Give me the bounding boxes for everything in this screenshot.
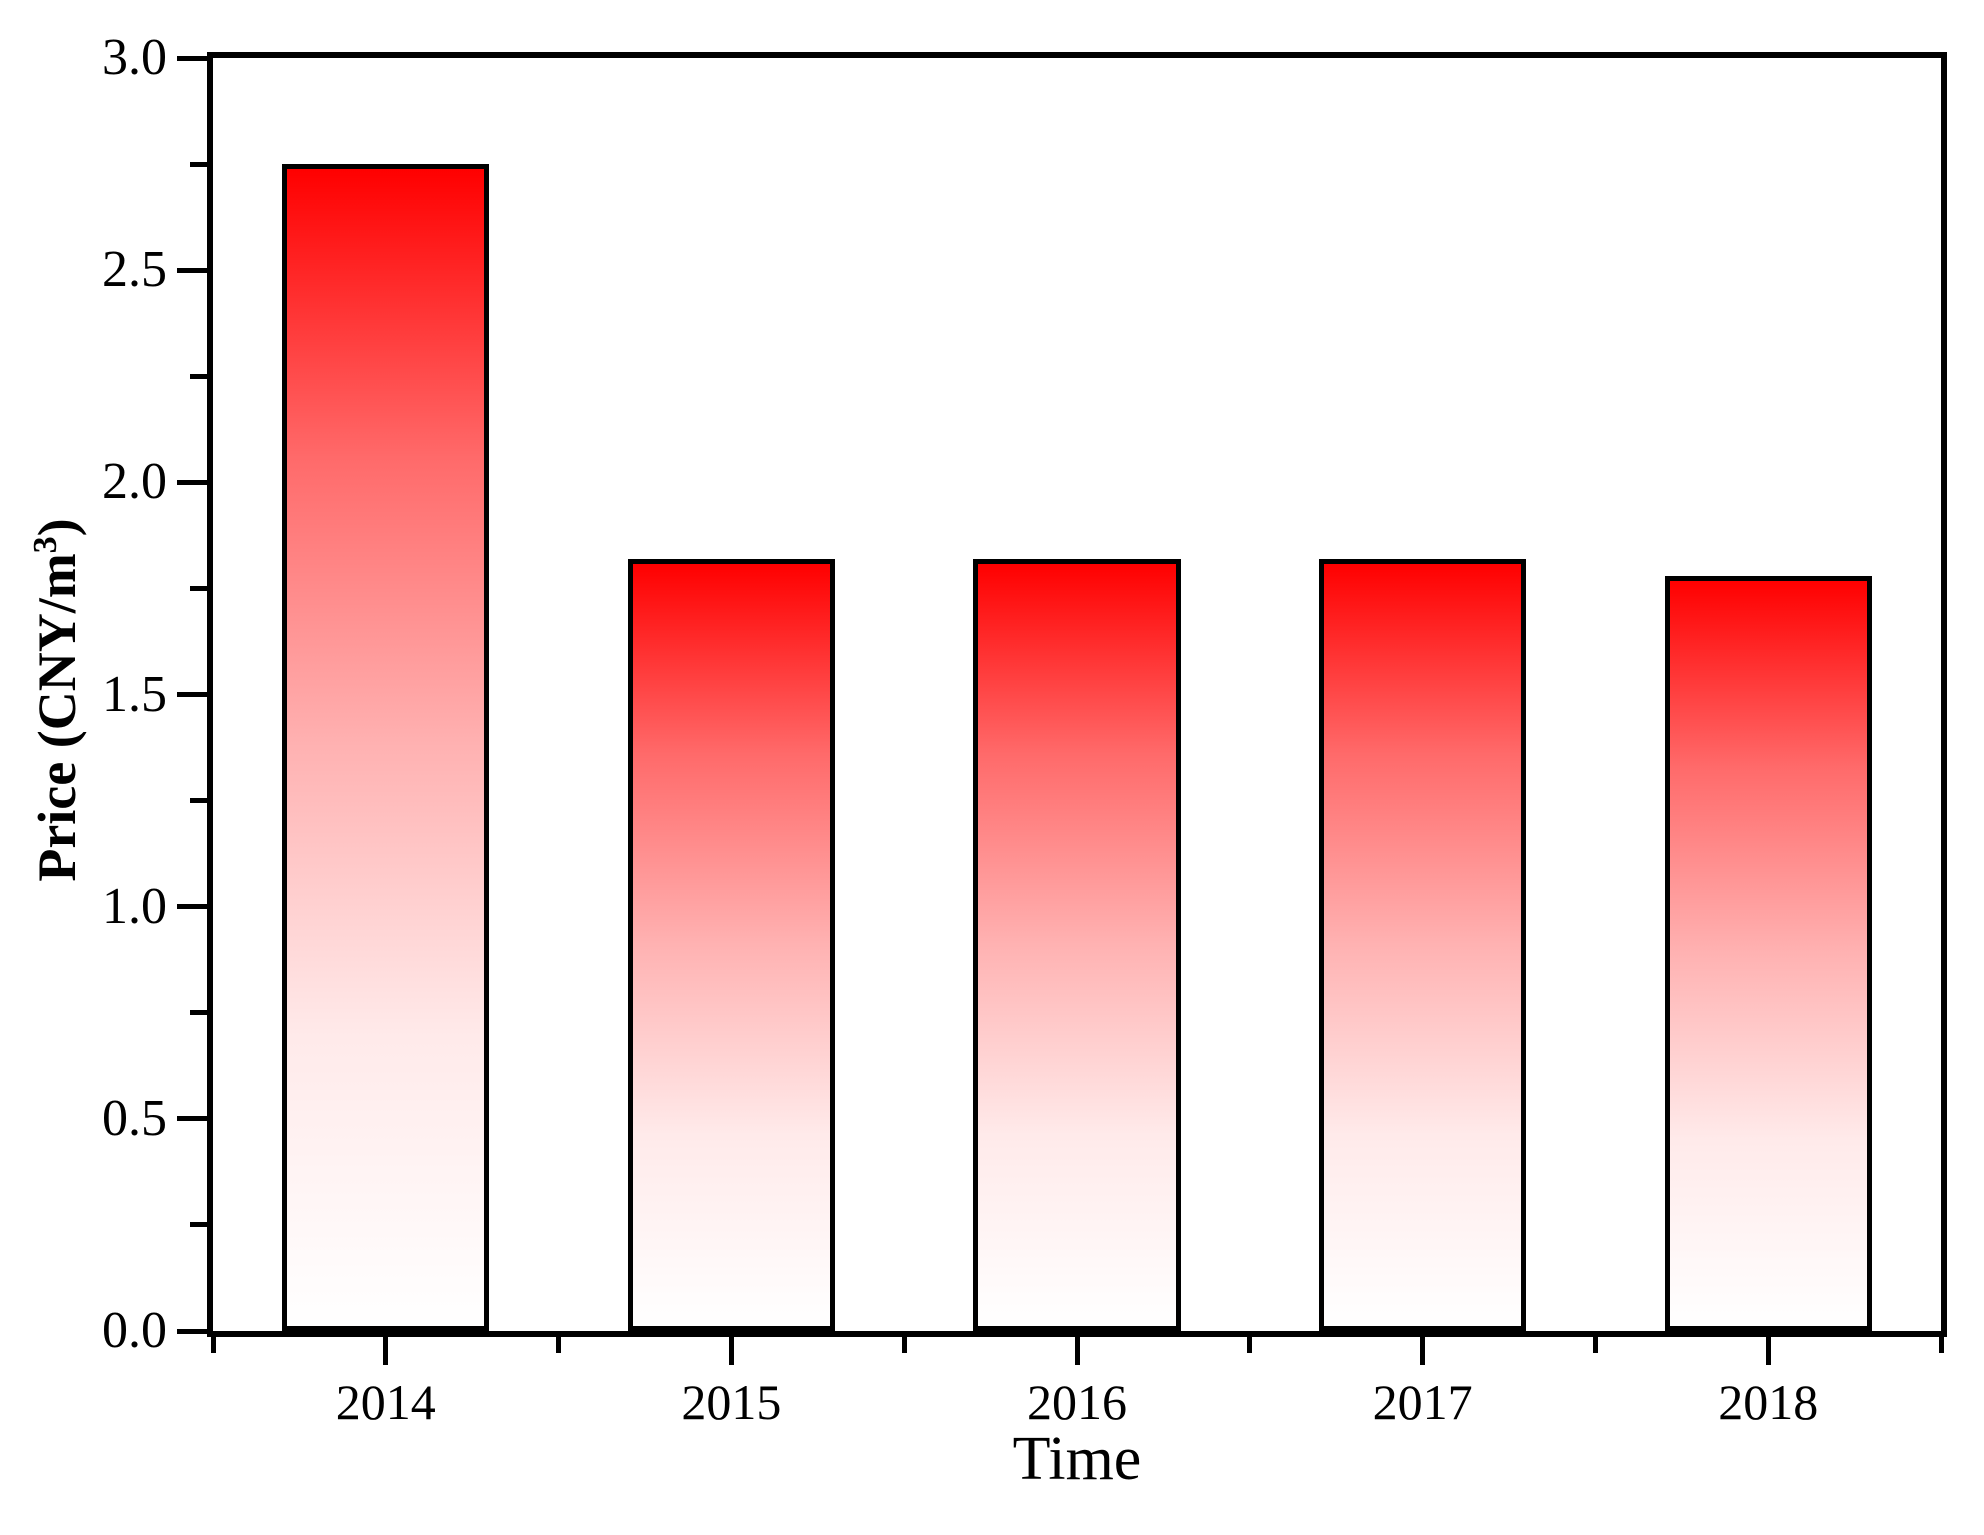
plot-area: 0.0 0.5 1.0 1.5 2.0 2.5 3.0 2014 2015 2016 2017 201…	[102, 29, 1947, 1430]
x-tick-label: 2015	[681, 1374, 782, 1430]
x-minor-tick	[1247, 1337, 1253, 1353]
y-tick-label: 0.5	[102, 1089, 167, 1147]
y-major-tick	[177, 1328, 207, 1334]
x-tick-label: 2016	[1027, 1374, 1127, 1430]
x-major-tick	[1420, 1337, 1426, 1365]
x-major-tick	[1074, 1337, 1080, 1365]
bar-2017	[1318, 558, 1527, 1331]
y-major-tick	[177, 1116, 207, 1122]
y-minor-tick	[190, 161, 207, 167]
bar-2018	[1664, 575, 1872, 1331]
x-tick-label: 2017	[1372, 1374, 1473, 1430]
y-axis-title-superscript: 3	[27, 536, 64, 554]
y-tick-label: 2.0	[102, 453, 167, 511]
bar-2015	[627, 558, 836, 1331]
x-tick-label: 2018	[1718, 1374, 1819, 1430]
y-major-tick	[177, 904, 207, 910]
x-minor-tick	[1592, 1337, 1598, 1353]
y-tick-label: 1.5	[102, 665, 167, 723]
y-minor-tick	[190, 373, 207, 379]
y-minor-tick	[190, 585, 207, 591]
y-tick-label: 0.0	[102, 1302, 167, 1359]
y-tick-label: 3.0	[102, 29, 167, 86]
y-axis-title-close-paren: )	[27, 518, 87, 537]
x-minor-tick	[210, 1337, 216, 1353]
y-minor-tick	[190, 1222, 207, 1228]
y-major-tick	[177, 267, 207, 273]
y-major-tick	[177, 55, 207, 61]
bar-2016	[973, 558, 1181, 1331]
x-major-tick	[1765, 1337, 1771, 1365]
x-tick-label: 2014	[335, 1374, 436, 1430]
y-tick-label: 1.0	[102, 877, 167, 935]
y-major-tick	[177, 479, 207, 485]
x-axis-title: Time	[1012, 1425, 1142, 1493]
y-minor-tick	[190, 1010, 207, 1016]
bar-2014	[282, 164, 490, 1331]
x-major-tick	[728, 1337, 734, 1365]
y-tick-label: 2.5	[102, 241, 167, 299]
y-minor-tick	[190, 798, 207, 804]
x-major-tick	[383, 1337, 389, 1365]
x-minor-tick	[1938, 1337, 1944, 1353]
x-minor-tick	[901, 1337, 907, 1353]
x-minor-tick	[556, 1337, 562, 1353]
y-major-tick	[177, 692, 207, 697]
